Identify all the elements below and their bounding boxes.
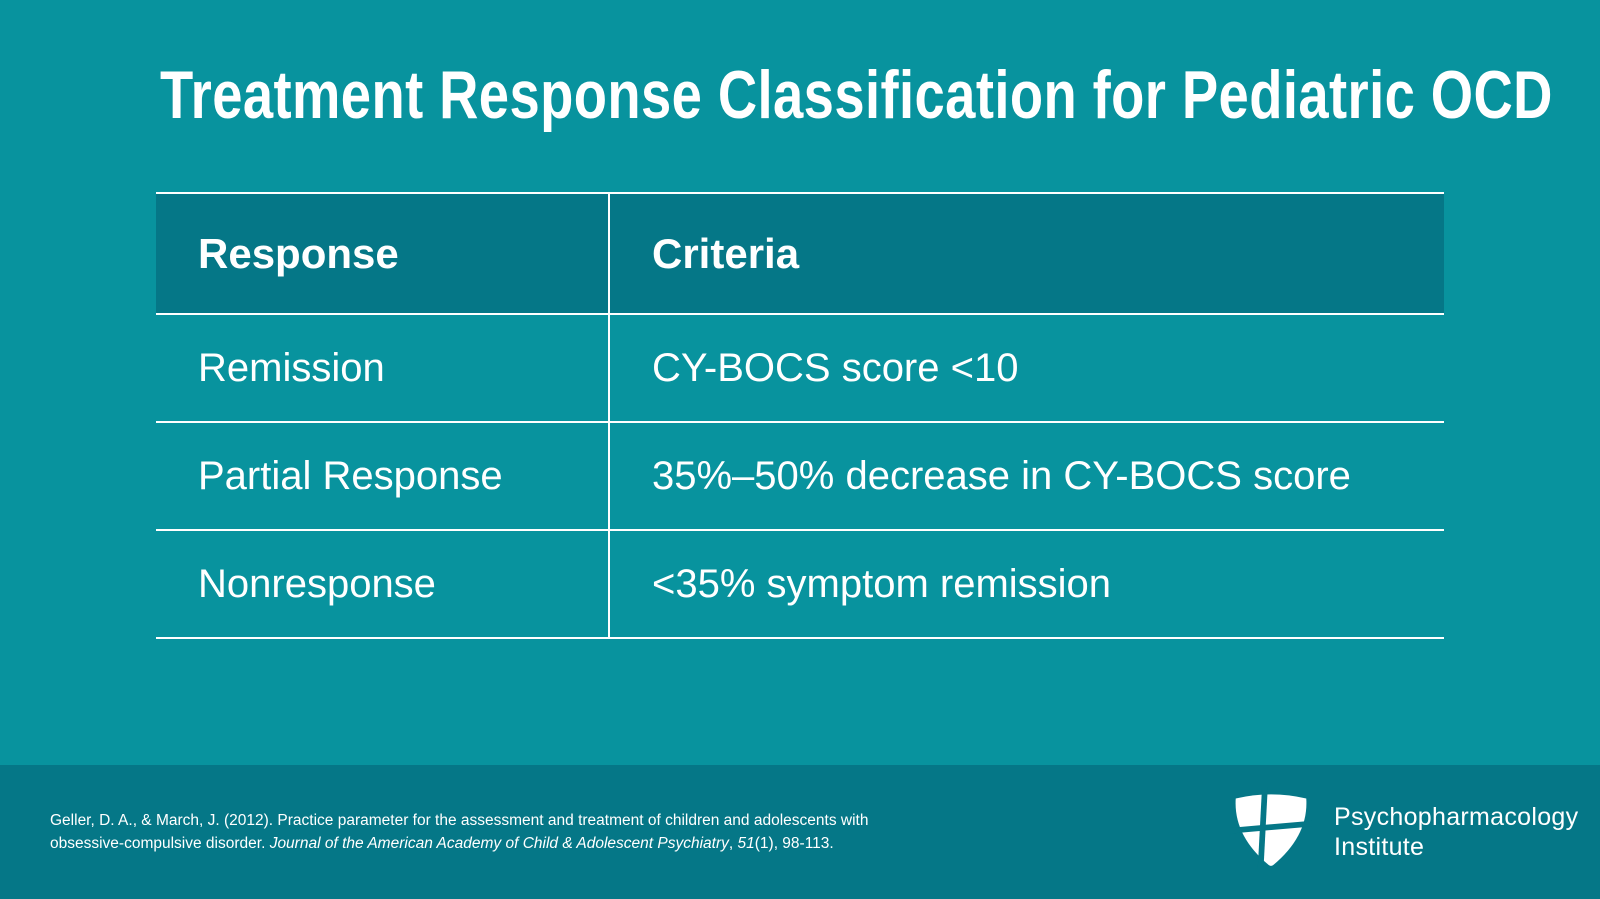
citation-line-1: Geller, D. A., & March, J. (2012). Pract… [50, 809, 868, 832]
header-cell-criteria: Criteria [652, 229, 800, 277]
table-row: Nonresponse <35% symptom remission [156, 531, 1444, 639]
psychopharmacology-institute-logo: Psychopharmacology Institute [1230, 787, 1578, 869]
citation-text: (1), 98-113. [754, 835, 834, 852]
logo-wordmark: Psychopharmacology Institute [1334, 787, 1578, 862]
table-header-row: Response Criteria [156, 194, 1444, 315]
cell-response: Partial Response [198, 453, 503, 498]
citation-volume: 51 [737, 835, 755, 852]
table-row: Partial Response 35%–50% decrease in CY-… [156, 423, 1444, 531]
citation-text: , [728, 835, 738, 852]
citation-journal-title: Journal of the American Academy of Child… [269, 835, 729, 852]
logo-line-2: Institute [1334, 833, 1425, 861]
logo-line-1: Psychopharmacology [1334, 803, 1579, 831]
citation-line-2: obsessive-compulsive disorder. Journal o… [50, 832, 868, 855]
shield-cross-icon [1230, 787, 1312, 869]
response-classification-table: Response Criteria Remission CY-BOCS scor… [156, 192, 1444, 639]
citation: Geller, D. A., & March, J. (2012). Pract… [50, 809, 868, 855]
cell-response: Remission [198, 345, 385, 390]
cell-criteria: 35%–50% decrease in CY-BOCS score [652, 453, 1351, 498]
table-column-divider [608, 194, 610, 639]
footer-band: Geller, D. A., & March, J. (2012). Pract… [0, 765, 1600, 899]
page-title: Treatment Response Classification for Pe… [160, 57, 1553, 133]
header-cell-response: Response [198, 229, 399, 277]
table-row: Remission CY-BOCS score <10 [156, 315, 1444, 423]
cell-criteria: <35% symptom remission [652, 561, 1112, 606]
cell-criteria: CY-BOCS score <10 [652, 345, 1019, 390]
cell-response: Nonresponse [198, 561, 436, 606]
citation-text: Geller, D. A., & March, J. (2012). Pract… [50, 812, 869, 829]
citation-text: obsessive-compulsive disorder. [50, 835, 270, 852]
